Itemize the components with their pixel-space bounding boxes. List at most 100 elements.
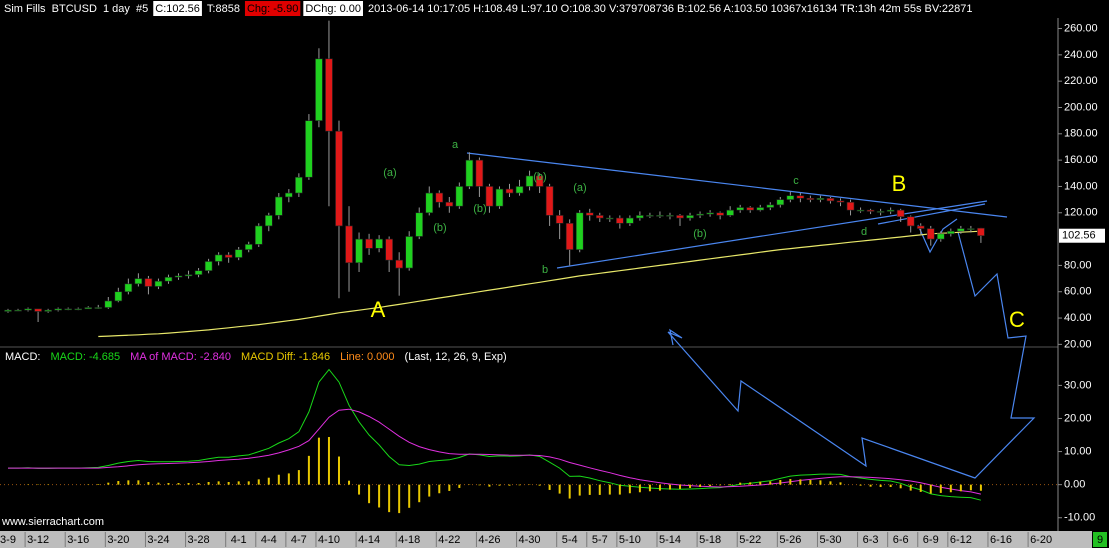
histogram-bar xyxy=(799,479,802,485)
histogram-bar xyxy=(408,484,411,508)
candle-body xyxy=(595,215,604,219)
histogram-bar xyxy=(699,484,702,487)
histogram-bar xyxy=(478,484,481,486)
candle-body xyxy=(465,159,474,187)
histogram-bar xyxy=(869,484,872,487)
histogram-bar xyxy=(227,482,230,485)
candle-body xyxy=(686,215,694,219)
candle-body xyxy=(184,274,193,277)
histogram-bar xyxy=(919,484,922,492)
candle-body xyxy=(555,215,564,224)
histogram-bar xyxy=(719,484,722,486)
histogram-bar xyxy=(388,484,391,513)
x-tick-label: 5-22 xyxy=(739,534,761,546)
histogram-bar xyxy=(458,484,461,488)
candle-body xyxy=(545,186,554,216)
x-tick-label: 4-1 xyxy=(231,534,247,546)
histogram-bar xyxy=(809,480,812,485)
candle-body xyxy=(947,230,955,235)
header-box xyxy=(244,1,301,16)
histogram-bar xyxy=(959,484,962,492)
histogram-bar xyxy=(558,484,561,494)
histogram-bar xyxy=(859,484,862,486)
candle-body xyxy=(24,308,32,311)
candle-body xyxy=(977,227,985,237)
x-tick-label: 5-14 xyxy=(659,534,681,546)
y-tick-label: 160.00 xyxy=(1064,154,1098,166)
candle-body xyxy=(34,308,42,312)
x-tick-label: 3-24 xyxy=(147,534,169,546)
histogram-bar xyxy=(428,484,431,497)
header-text: DChg: 0.00 xyxy=(305,3,361,15)
legend-entry: MA of MACD: -2.840 xyxy=(130,351,231,363)
wave-annotation: (b) xyxy=(693,228,706,240)
candle-body xyxy=(866,209,875,212)
histogram-bar xyxy=(979,484,982,491)
candle-body xyxy=(14,309,22,312)
histogram-bar xyxy=(368,484,371,504)
histogram-bar xyxy=(157,482,160,485)
y-tick-label: 0.00 xyxy=(1064,479,1085,491)
date-axis-strip xyxy=(0,531,1092,548)
watermark: www.sierrachart.com xyxy=(1,516,104,528)
candle-body xyxy=(385,238,393,261)
histogram-bar xyxy=(488,484,491,487)
y-tick-label: 220.00 xyxy=(1064,75,1098,87)
candle-body xyxy=(455,186,464,207)
histogram-bar xyxy=(217,481,220,485)
candle-body xyxy=(736,207,744,211)
candle-body xyxy=(525,175,534,187)
histogram-bar xyxy=(608,484,611,495)
candle-body xyxy=(305,120,313,178)
histogram-bar xyxy=(709,484,712,486)
candle-body xyxy=(706,212,714,215)
histogram-bar xyxy=(257,479,260,485)
y-tick-label: 60.00 xyxy=(1064,286,1092,298)
histogram-bar xyxy=(538,484,541,486)
indicator-line xyxy=(8,368,982,501)
histogram-bar xyxy=(658,484,661,491)
histogram-bar xyxy=(207,482,210,485)
x-tick-label: 5-10 xyxy=(619,534,641,546)
candle-body xyxy=(114,291,123,302)
histogram-bar xyxy=(829,481,832,485)
histogram-bar xyxy=(769,481,772,485)
histogram-bar xyxy=(638,484,641,493)
candle-body xyxy=(856,209,865,212)
candle-body xyxy=(275,196,283,216)
histogram-bar xyxy=(297,470,300,485)
y-tick-label: 20.00 xyxy=(1064,338,1092,350)
candle-body xyxy=(696,213,704,216)
candle-body xyxy=(585,212,594,216)
histogram-bar xyxy=(418,484,421,503)
candle-body xyxy=(104,300,113,308)
candle-body xyxy=(44,309,52,312)
candle-body xyxy=(144,278,153,287)
x-tick-label: 3-12 xyxy=(27,534,49,546)
candle-body xyxy=(746,207,755,211)
histogram-bar xyxy=(749,482,752,485)
histogram-bar xyxy=(247,481,250,485)
candle-body xyxy=(565,222,574,250)
x-tick-label: 6-3 xyxy=(863,534,879,546)
histogram-bar xyxy=(618,484,621,495)
histogram-bar xyxy=(879,484,882,487)
histogram-bar xyxy=(117,481,120,485)
candle-body xyxy=(244,244,253,250)
x-tick-label: 4-26 xyxy=(478,534,500,546)
candle-body xyxy=(806,197,815,200)
x-tick-label: 4-14 xyxy=(358,534,380,546)
zigzag xyxy=(917,218,958,254)
candle-body xyxy=(375,238,383,249)
x-tick-label: 4-22 xyxy=(438,534,460,546)
last-price-box xyxy=(1059,228,1105,243)
wave-annotation: b xyxy=(542,264,548,276)
y-tick-label: 40.00 xyxy=(1064,312,1092,324)
candle-body xyxy=(214,254,223,262)
candle-body xyxy=(64,308,72,311)
candle-body xyxy=(204,261,213,271)
histogram-bar xyxy=(237,481,240,485)
candle-body xyxy=(164,276,173,282)
histogram-bar xyxy=(448,484,451,491)
histogram-bar xyxy=(789,479,792,485)
